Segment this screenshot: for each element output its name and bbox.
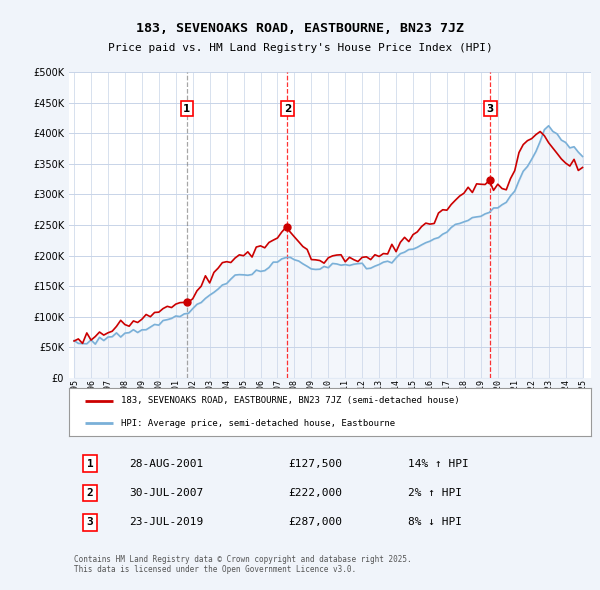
Text: 1: 1: [86, 458, 93, 468]
Text: 2: 2: [86, 488, 93, 498]
Text: 14% ↑ HPI: 14% ↑ HPI: [409, 458, 469, 468]
Text: 30-JUL-2007: 30-JUL-2007: [129, 488, 203, 498]
Text: HPI: Average price, semi-detached house, Eastbourne: HPI: Average price, semi-detached house,…: [121, 419, 395, 428]
Text: 8% ↓ HPI: 8% ↓ HPI: [409, 517, 463, 527]
Text: 2: 2: [284, 104, 291, 114]
Text: 28-AUG-2001: 28-AUG-2001: [129, 458, 203, 468]
Text: 183, SEVENOAKS ROAD, EASTBOURNE, BN23 7JZ (semi-detached house): 183, SEVENOAKS ROAD, EASTBOURNE, BN23 7J…: [121, 396, 460, 405]
Text: 3: 3: [86, 517, 93, 527]
Text: £222,000: £222,000: [288, 488, 342, 498]
Text: 183, SEVENOAKS ROAD, EASTBOURNE, BN23 7JZ: 183, SEVENOAKS ROAD, EASTBOURNE, BN23 7J…: [136, 22, 464, 35]
Text: Price paid vs. HM Land Registry's House Price Index (HPI): Price paid vs. HM Land Registry's House …: [107, 43, 493, 53]
Text: Contains HM Land Registry data © Crown copyright and database right 2025.
This d: Contains HM Land Registry data © Crown c…: [74, 555, 412, 575]
Text: £127,500: £127,500: [288, 458, 342, 468]
Text: 2% ↑ HPI: 2% ↑ HPI: [409, 488, 463, 498]
Text: 23-JUL-2019: 23-JUL-2019: [129, 517, 203, 527]
Text: 3: 3: [487, 104, 494, 114]
Text: 1: 1: [183, 104, 190, 114]
Text: £287,000: £287,000: [288, 517, 342, 527]
